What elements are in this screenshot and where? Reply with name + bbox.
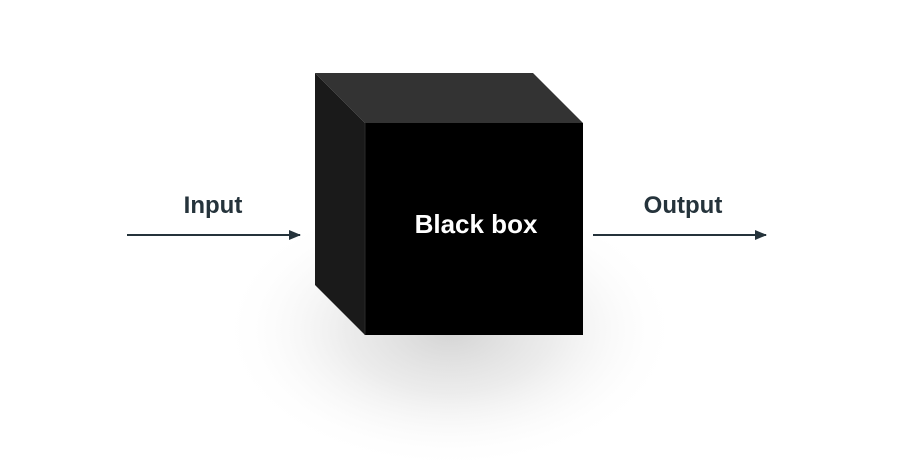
output-label: Output <box>644 192 723 219</box>
input-label: Input <box>184 192 243 219</box>
box-label: Black box <box>415 209 538 239</box>
box-left-face <box>315 73 365 335</box>
black-box-cube <box>315 73 583 335</box>
box-front-face <box>365 123 583 335</box>
box-top-face <box>315 73 583 123</box>
